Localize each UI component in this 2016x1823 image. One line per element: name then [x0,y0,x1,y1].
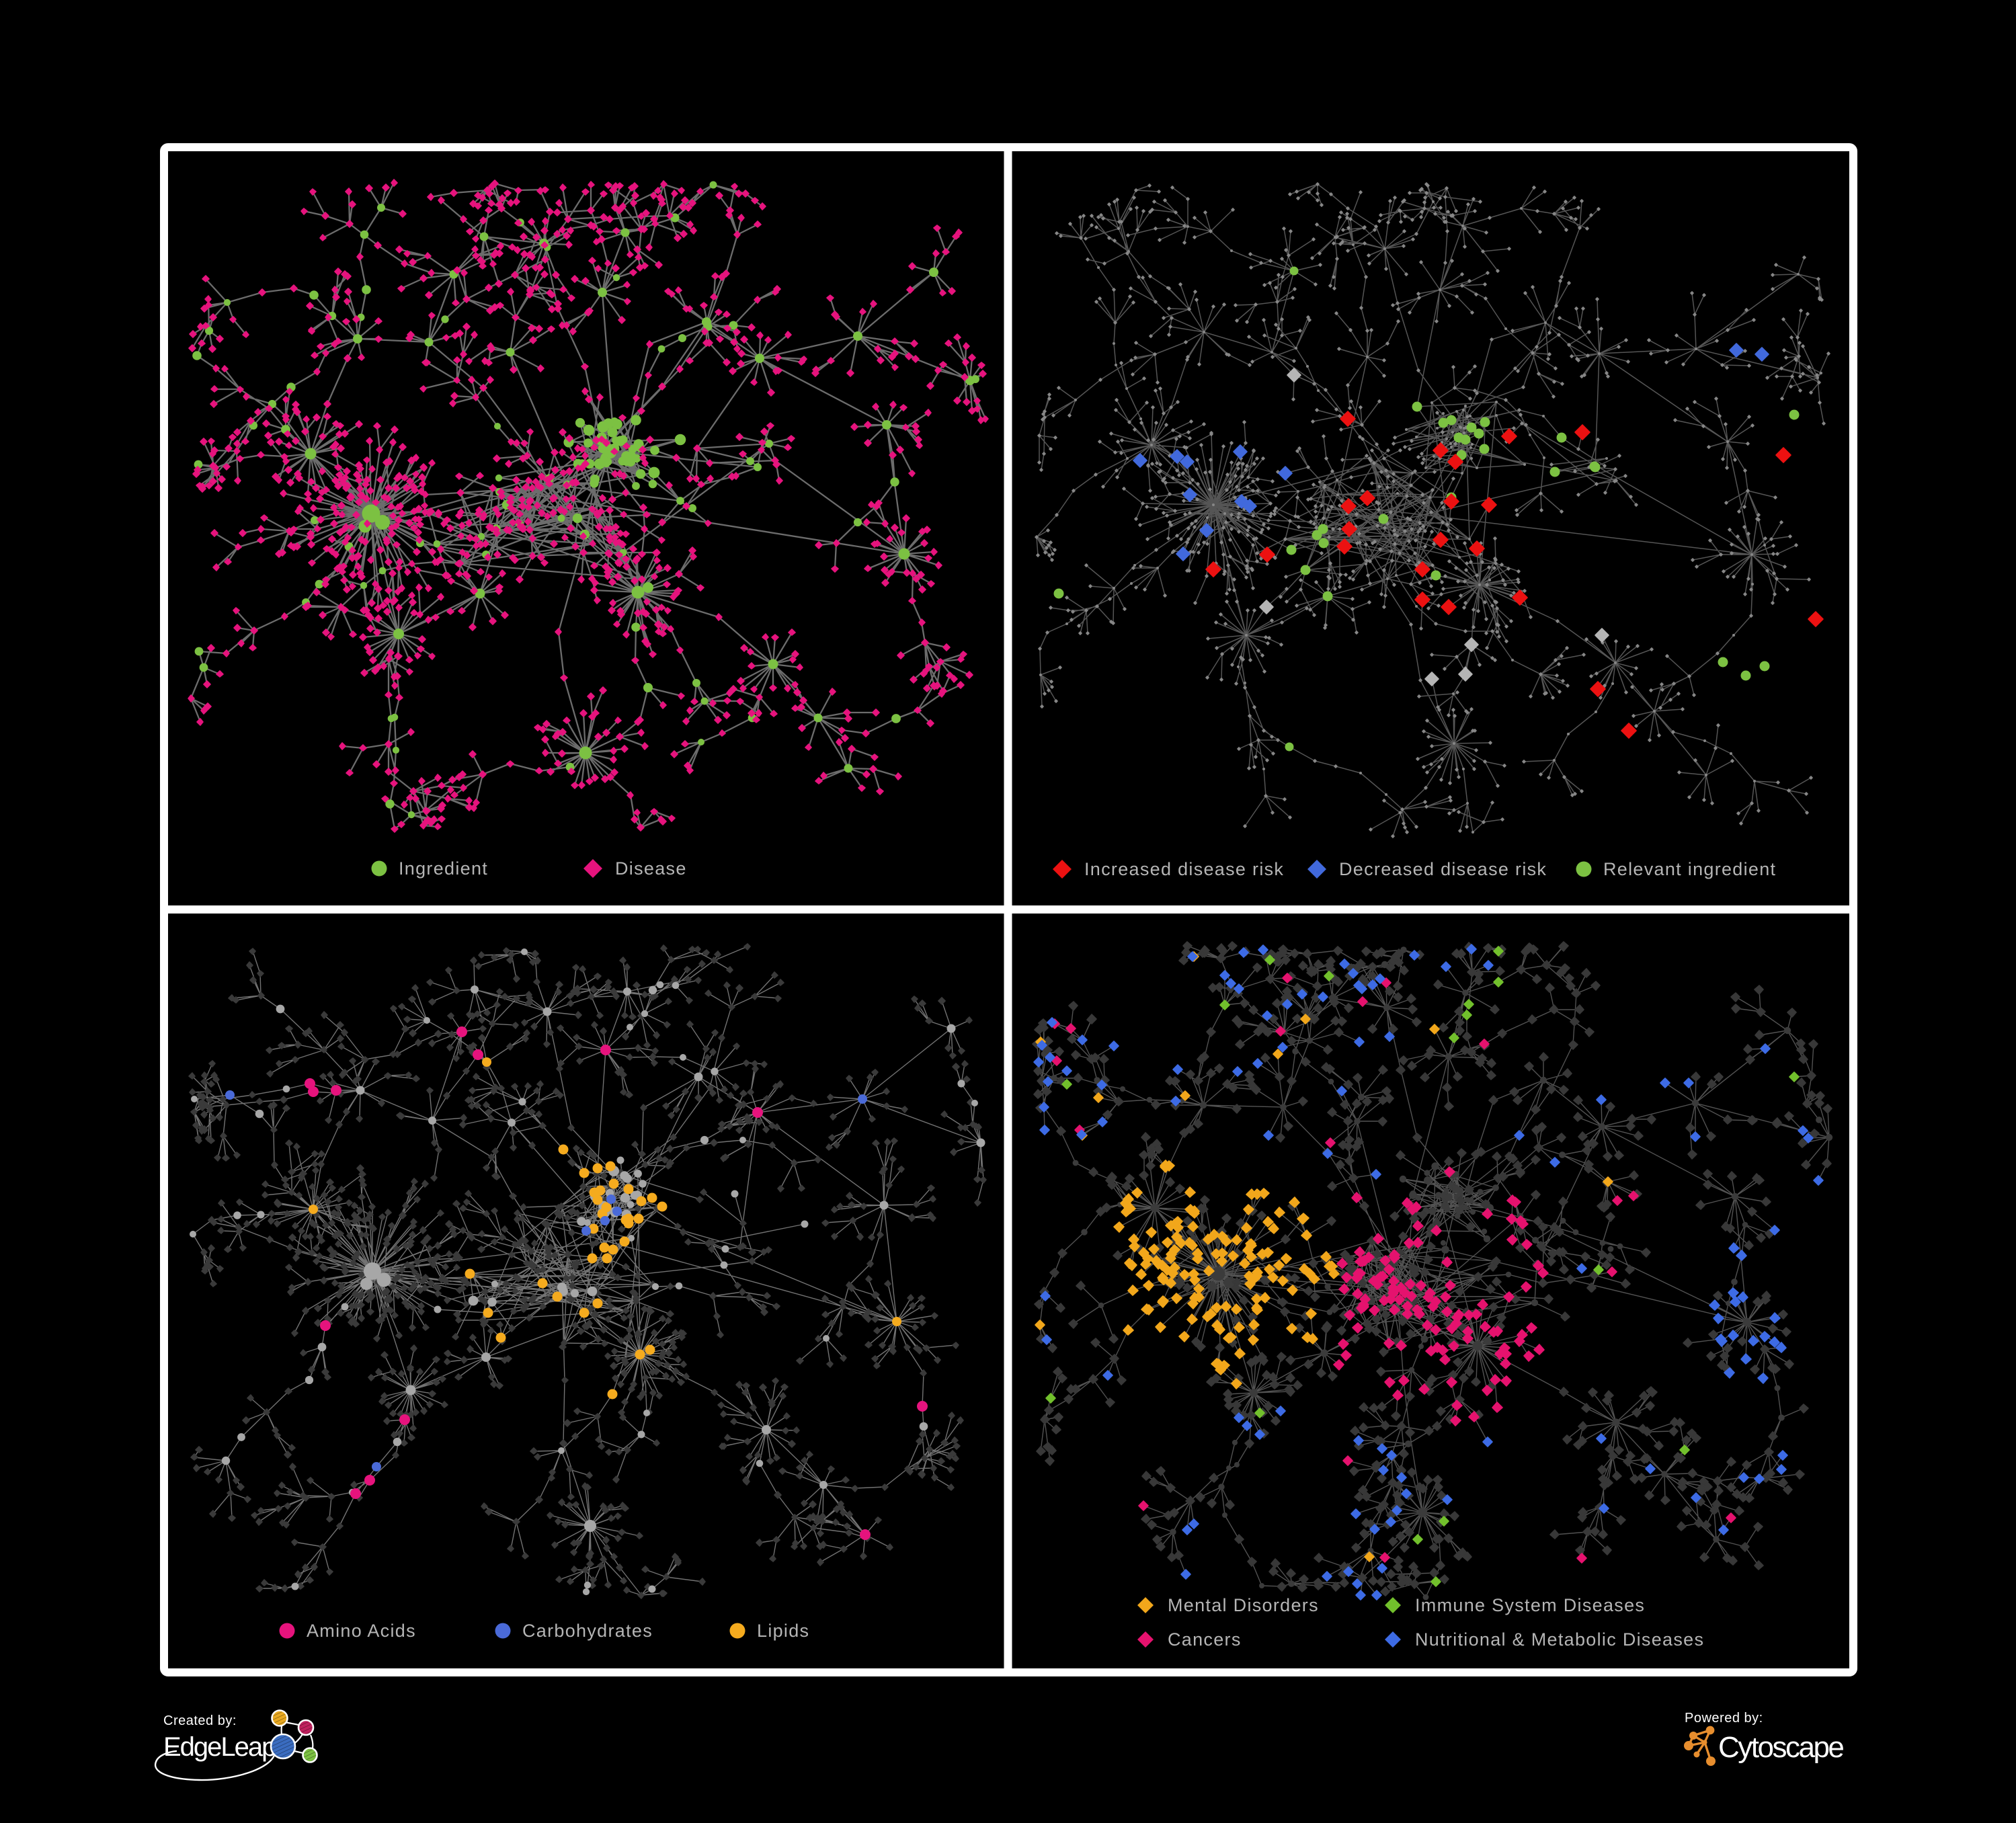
svg-text:Carbohydrates: Carbohydrates [522,1621,653,1641]
svg-text:Mental Disorders: Mental Disorders [1168,1595,1319,1615]
svg-text:Ingredient: Ingredient [399,858,488,879]
svg-text:Cytoscape: Cytoscape [1718,1731,1843,1764]
svg-text:Decreased disease risk: Decreased disease risk [1339,859,1547,879]
svg-text:Relevant ingredient: Relevant ingredient [1603,859,1776,879]
svg-text:Powered by:: Powered by: [1685,1711,1763,1726]
svg-text:EdgeLeap: EdgeLeap [163,1732,276,1762]
svg-text:Created by:: Created by: [163,1713,237,1728]
svg-text:Disease: Disease [615,858,687,879]
svg-text:Increased disease risk: Increased disease risk [1084,859,1284,879]
svg-text:Nutritional & Metabolic Diseas: Nutritional & Metabolic Diseases [1415,1629,1704,1650]
svg-text:Cancers: Cancers [1168,1629,1242,1650]
svg-text:Amino Acids: Amino Acids [307,1621,416,1641]
svg-text:Lipids: Lipids [757,1621,809,1641]
svg-text:Immune System Diseases: Immune System Diseases [1415,1595,1645,1615]
